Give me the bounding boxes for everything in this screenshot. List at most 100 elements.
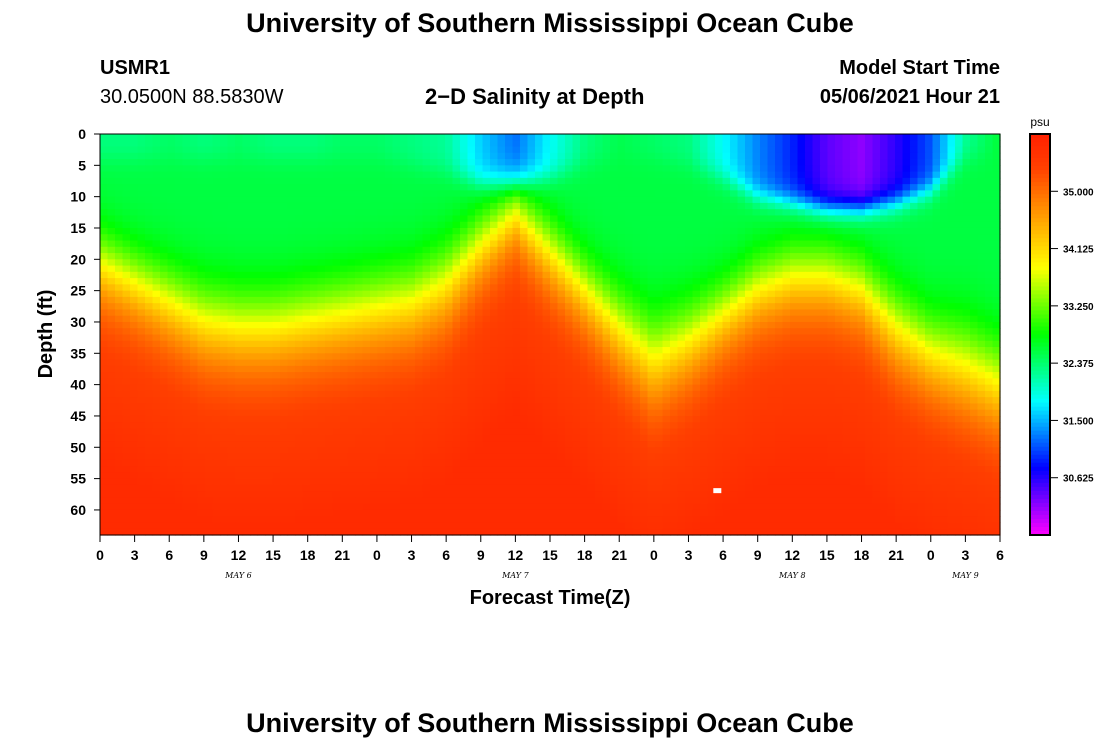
heatmap-cell [932,303,941,311]
heatmap-cell [167,134,176,141]
heatmap-cell [272,234,281,242]
heatmap-cell [587,303,596,311]
heatmap-cell [460,202,469,210]
heatmap-cell [917,353,926,361]
heatmap-cell [347,259,356,267]
heatmap-cell [430,309,439,317]
heatmap-cell [377,284,386,292]
heatmap-cell [805,215,814,223]
heatmap-cell [895,290,904,298]
heatmap-cell [977,202,986,210]
heatmap-cell [130,253,139,260]
heatmap-cell [497,259,506,267]
heatmap-cell [887,259,896,267]
heatmap-cell [527,177,536,185]
heatmap-cell [505,384,514,392]
heatmap-cell [782,384,791,392]
heatmap-cell [347,353,356,361]
heatmap-cell [107,177,116,185]
heatmap-cell [505,171,514,179]
heatmap-cell [595,159,604,166]
heatmap-cell [137,177,146,185]
heatmap-cell [227,240,236,248]
heatmap-cell [340,359,349,367]
heatmap-cell [827,165,836,173]
heatmap-cell [640,309,649,317]
heatmap-cell [542,146,551,154]
heatmap-cell [632,177,641,185]
heatmap-cell [400,190,409,198]
heatmap-cell [505,390,514,398]
heatmap-cell [287,353,296,361]
heatmap-cell [257,378,266,386]
heatmap-cell [850,284,859,292]
heatmap-cell [805,209,814,217]
heatmap-cell [272,378,281,386]
heatmap-cell [422,190,431,198]
heatmap-cell [175,184,184,191]
heatmap-cell [835,215,844,223]
heatmap-cell [317,202,326,210]
heatmap-cell [430,215,439,223]
heatmap-cell [512,152,521,160]
heatmap-cell [895,227,904,235]
heatmap-cell [782,159,791,166]
heatmap-cell [527,265,536,273]
heatmap-cell [227,140,236,148]
heatmap-cell [850,146,859,154]
heatmap-cell [557,140,566,148]
heatmap-cell [647,328,656,336]
heatmap-cell [940,359,949,367]
heatmap-cell [212,390,221,398]
heatmap-cell [752,347,761,354]
heatmap-cell [355,196,364,204]
heatmap-cell [152,259,161,267]
heatmap-cell [460,259,469,267]
heatmap-cell [212,303,221,311]
heatmap-cell [422,372,431,379]
heatmap-cell [557,353,566,361]
heatmap-cell [640,340,649,348]
heatmap-cell [917,253,926,260]
heatmap-cell [557,190,566,198]
heatmap-cell [385,359,394,367]
heatmap-cell [842,227,851,235]
heatmap-cell [257,152,266,160]
heatmap-cell [317,165,326,173]
heatmap-cell [595,259,604,267]
heatmap-cell [985,271,994,279]
heatmap-cell [872,347,881,354]
heatmap-cell [790,165,799,173]
heatmap-cell [467,334,476,342]
heatmap-cell [977,215,986,223]
heatmap-cell [880,202,889,210]
heatmap-cell [677,353,686,361]
heatmap-cell [587,146,596,154]
heatmap-cell [385,309,394,317]
heatmap-cell [362,309,371,317]
heatmap-cell [302,340,311,348]
heatmap-cell [527,227,536,235]
heatmap-cell [580,159,589,166]
heatmap-cell [535,196,544,204]
heatmap-cell [925,184,934,191]
heatmap-cell [662,284,671,292]
heatmap-cell [475,340,484,348]
heatmap-cell [925,296,934,304]
heatmap-cell [317,134,326,141]
heatmap-cell [182,196,191,204]
heatmap-cell [977,303,986,311]
heatmap-cell [595,253,604,260]
heatmap-cell [595,171,604,179]
heatmap-cell [707,152,716,160]
heatmap-cell [662,359,671,367]
heatmap-cell [985,190,994,198]
heatmap-cell [647,209,656,217]
heatmap-cell [617,221,626,229]
heatmap-cell [550,340,559,348]
heatmap-cell [280,253,289,260]
heatmap-cell [970,384,979,392]
heatmap-cell [295,303,304,311]
heatmap-cell [932,184,941,191]
heatmap-cell [257,290,266,298]
